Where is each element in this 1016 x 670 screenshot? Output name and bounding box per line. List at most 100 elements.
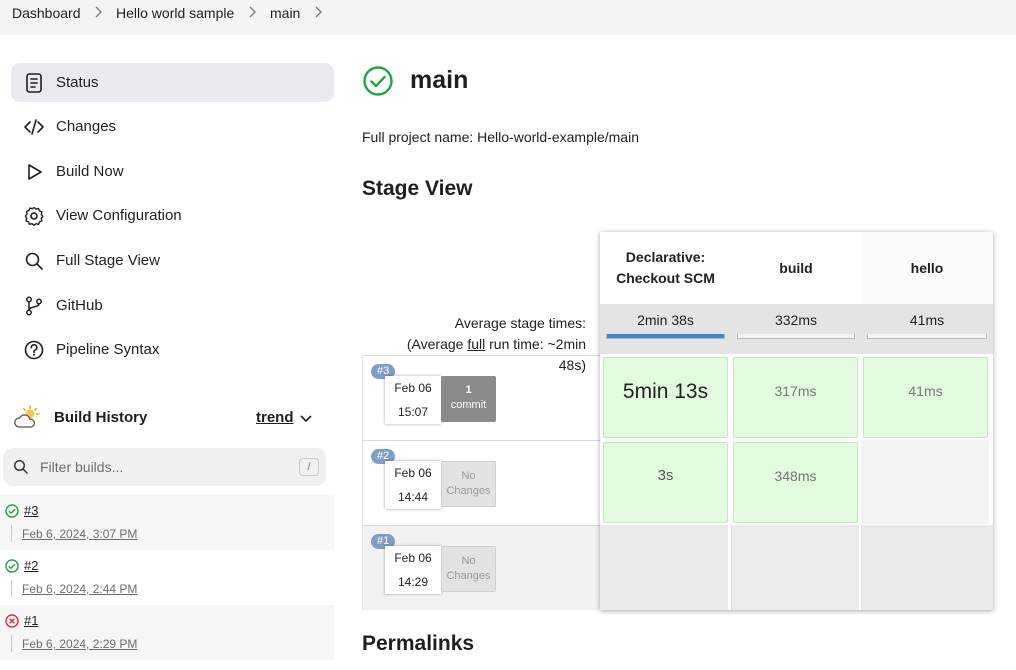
success-icon xyxy=(5,504,19,518)
timeline-divider xyxy=(11,580,12,597)
timeline-divider xyxy=(11,525,12,542)
build-badge[interactable]: #3 xyxy=(371,364,396,379)
keyboard-shortcut-hint: / xyxy=(299,458,319,476)
stage-average-bar xyxy=(737,334,855,339)
stage-cell-empty xyxy=(731,525,859,610)
sidebar-item-label: Pipeline Syntax xyxy=(56,341,160,358)
average-run-time-prefix: (Average xyxy=(406,336,468,352)
sidebar-item-label: Status xyxy=(56,74,99,91)
sidebar-item-pipeline-syntax[interactable]: Pipeline Syntax xyxy=(11,330,334,369)
sidebar-item-label: Build Now xyxy=(56,163,124,180)
build-date-link[interactable]: Feb 6, 2024, 3:07 PM xyxy=(22,527,138,541)
sidebar-item-full-stage-view[interactable]: Full Stage View xyxy=(11,241,334,280)
stage-cell-empty xyxy=(861,525,993,610)
stage-cell-success[interactable]: 5min 13s xyxy=(603,357,728,438)
sidebar-item-changes[interactable]: Changes xyxy=(11,107,334,146)
average-stage-times-label: Average stage times: (Average full run t… xyxy=(386,313,586,376)
stage-average-fill xyxy=(607,334,724,338)
build-history-title: Build History xyxy=(54,409,148,426)
stage-average-time: 2min 38s xyxy=(637,312,694,328)
stage-cell-success[interactable]: 3s xyxy=(603,442,728,523)
status-icon xyxy=(26,73,42,93)
page-title: main xyxy=(410,66,469,94)
permalinks-heading: Permalinks xyxy=(362,632,475,655)
stage-cell-success[interactable]: 317ms xyxy=(733,357,858,438)
run-date: Feb 06 xyxy=(394,381,432,395)
sidebar-item-view-configuration[interactable]: View Configuration xyxy=(11,196,334,235)
stage-cell-empty xyxy=(600,525,728,610)
stage-header-checkout: Declarative: Checkout SCM xyxy=(600,232,731,304)
breadcrumb: Dashboard Hello world sample main xyxy=(0,0,1016,35)
stage-average-checkout: 2min 38s xyxy=(600,304,731,354)
breadcrumb-project[interactable]: Hello world sample xyxy=(116,5,235,21)
run-row[interactable]: #3 Feb 06 15:07 1 commit xyxy=(362,355,600,440)
filter-placeholder: Filter builds... xyxy=(40,459,124,475)
success-status-icon xyxy=(363,66,393,96)
build-number-link[interactable]: #1 xyxy=(24,613,39,628)
weather-cloudy-sun-icon xyxy=(14,405,40,428)
changes-box[interactable]: No Changes xyxy=(441,461,496,507)
search-icon xyxy=(13,459,28,474)
stage-cell-empty xyxy=(861,440,989,524)
changes-count: 1 xyxy=(465,384,472,396)
git-branch-icon xyxy=(26,296,42,316)
build-badge[interactable]: #2 xyxy=(371,449,396,464)
trend-link[interactable]: trend xyxy=(256,409,294,426)
average-run-time-end: 48s) xyxy=(558,357,586,373)
stage-average-hello: 41ms xyxy=(861,304,993,354)
run-time: 14:29 xyxy=(397,575,429,589)
sidebar-item-status[interactable]: Status xyxy=(11,63,334,102)
full-link[interactable]: full xyxy=(467,336,486,352)
chevron-right-icon[interactable] xyxy=(313,6,323,18)
stage-header-build: build xyxy=(731,232,861,304)
sidebar-item-label: Full Stage View xyxy=(56,252,160,269)
run-time: 14:44 xyxy=(397,490,429,504)
stage-name-line2: Checkout SCM xyxy=(616,270,715,286)
sidebar-item-label: Changes xyxy=(56,118,117,135)
build-number-link[interactable]: #2 xyxy=(24,558,39,573)
failed-icon xyxy=(5,614,19,628)
changes-count: No xyxy=(461,470,476,482)
changes-box[interactable]: No Changes xyxy=(441,546,496,592)
chevron-right-icon xyxy=(249,6,256,18)
sidebar-item-build-now[interactable]: Build Now xyxy=(11,152,334,191)
run-date: Feb 06 xyxy=(394,551,432,565)
changes-box[interactable]: 1 commit xyxy=(441,376,496,422)
filter-builds-input[interactable]: Filter builds... / xyxy=(3,448,326,486)
stage-view-heading: Stage View xyxy=(362,177,473,200)
stage-average-time: 41ms xyxy=(909,312,945,328)
build-history-row[interactable]: #3 Feb 6, 2024, 3:07 PM xyxy=(0,495,334,550)
help-icon xyxy=(24,340,44,360)
changes-label: Changes xyxy=(446,485,491,497)
gear-icon xyxy=(24,206,44,226)
build-date-link[interactable]: Feb 6, 2024, 2:44 PM xyxy=(22,582,138,596)
stage-name: hello xyxy=(910,259,944,276)
breadcrumb-branch[interactable]: main xyxy=(270,5,301,21)
timeline-divider xyxy=(11,635,12,652)
changes-label: Changes xyxy=(446,570,491,582)
build-history-row[interactable]: #2 Feb 6, 2024, 2:44 PM xyxy=(0,550,334,605)
stage-average-bar xyxy=(606,334,725,339)
build-history-row[interactable]: #1 Feb 6, 2024, 2:29 PM xyxy=(0,605,334,660)
run-date-box: Feb 06 14:44 xyxy=(385,461,441,509)
changes-label: commit xyxy=(450,399,487,411)
run-time: 15:07 xyxy=(397,405,429,419)
build-date-link[interactable]: Feb 6, 2024, 2:29 PM xyxy=(22,637,138,651)
stage-average-build: 332ms xyxy=(731,304,861,354)
stage-cell-success[interactable]: 41ms xyxy=(863,357,988,438)
stage-cell-success[interactable]: 348ms xyxy=(733,442,858,523)
average-stage-times-text: Average stage times: xyxy=(454,315,586,331)
sidebar-item-github[interactable]: GitHub xyxy=(11,286,334,325)
stage-name: build xyxy=(779,259,813,276)
average-run-time-suffix: run time: ~2min xyxy=(485,336,586,352)
run-row[interactable]: #1 Feb 06 14:29 No Changes xyxy=(362,525,600,610)
chevron-down-icon[interactable] xyxy=(299,413,313,425)
stage-view-table: Declarative: Checkout SCM build hello 2mi… xyxy=(600,232,993,610)
breadcrumb-dashboard[interactable]: Dashboard xyxy=(12,5,81,21)
success-icon xyxy=(5,559,19,573)
build-badge[interactable]: #1 xyxy=(371,534,396,549)
run-row[interactable]: #2 Feb 06 14:44 No Changes xyxy=(362,440,600,525)
stage-average-bar xyxy=(867,334,987,339)
build-number-link[interactable]: #3 xyxy=(24,503,39,518)
code-icon xyxy=(24,119,44,135)
